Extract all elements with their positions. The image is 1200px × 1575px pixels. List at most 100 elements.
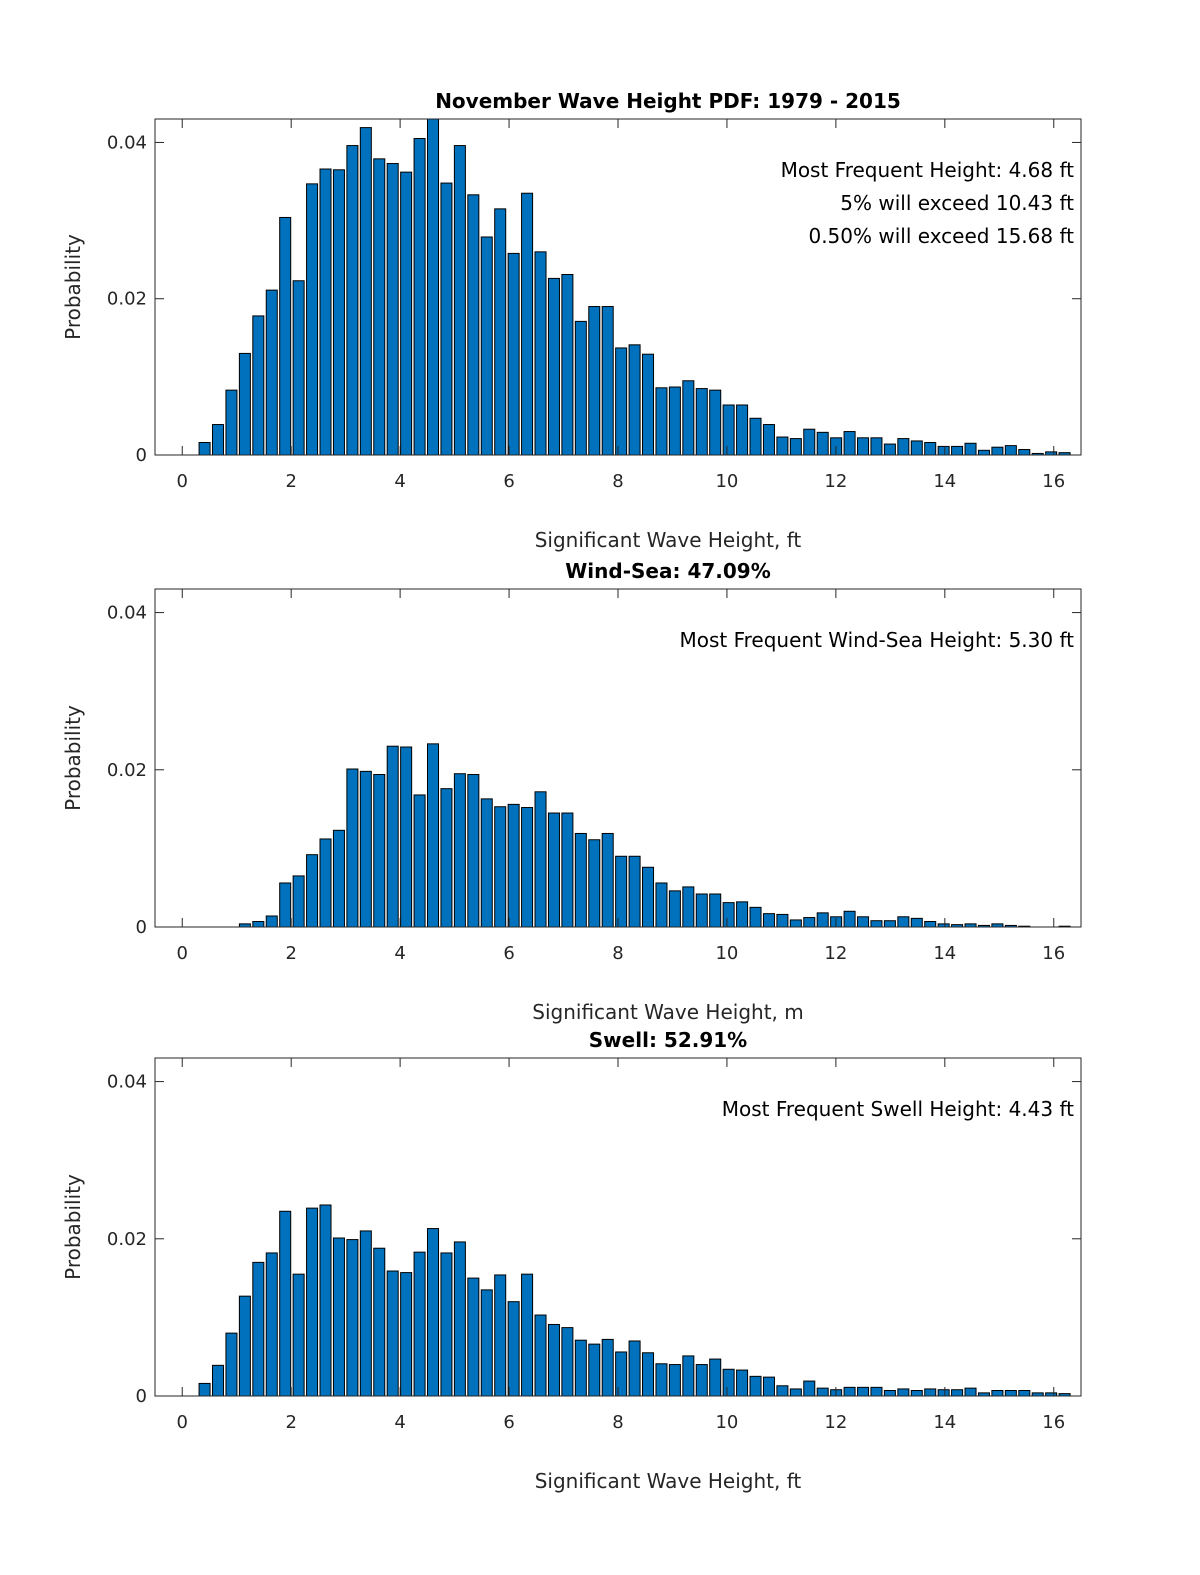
bar [722,404,735,456]
bar [373,774,386,928]
bar [615,855,628,928]
bar [601,1338,614,1397]
bar [897,438,910,456]
bar [642,866,655,928]
bar [883,443,896,456]
y-tick-label: 0.04 [107,132,147,153]
bar [816,1387,829,1397]
bar [292,1273,305,1397]
bar [857,437,870,456]
bar [803,917,816,928]
bar [870,920,883,928]
bar [655,1363,668,1397]
bar [910,440,923,456]
annotation-text: 5% will exceed 10.43 ft [840,191,1074,215]
bar [964,1387,977,1397]
bar [762,424,775,456]
bar [991,446,1004,456]
bar [574,832,587,928]
x-tick-label: 12 [824,1412,847,1433]
x-tick-label: 16 [1042,471,1065,492]
bar [386,745,399,928]
x-tick-label: 14 [933,943,956,964]
bar [682,380,695,456]
x-tick-label: 2 [285,1412,296,1433]
x-tick-label: 4 [394,471,405,492]
bar [400,171,413,456]
bar [762,1376,775,1397]
bar [722,1368,735,1397]
bar [494,1274,507,1397]
bar [883,1390,896,1397]
bar [413,794,426,928]
bar [480,798,493,928]
bar [1004,445,1017,456]
bar [668,386,681,456]
x-tick-label: 6 [503,1412,514,1433]
bar [870,1386,883,1397]
bar [279,882,292,928]
bar [682,1355,695,1397]
bar [225,1332,238,1397]
bar [534,251,547,456]
x-tick-label: 16 [1042,1412,1065,1433]
x-tick-label: 6 [503,943,514,964]
bar [816,912,829,928]
subplot-3: 0 2 4 6 8 10 12 14 16 0 0.02 0.04 Swell: 52.91% Signi… [61,1028,1082,1493]
bar [561,812,574,928]
bar [601,306,614,456]
bar [521,807,534,928]
bar [668,1364,681,1397]
bar [427,118,440,456]
bar [400,1272,413,1397]
bar [306,183,319,456]
bar [655,882,668,928]
bar [238,352,251,456]
y-tick-label: 0.02 [107,760,147,781]
bar [319,168,332,456]
x-tick-label: 14 [933,471,956,492]
bar [1004,1390,1017,1397]
bar [427,743,440,928]
bar [776,913,789,928]
bar [816,431,829,456]
y-tick-label: 0.02 [107,1229,147,1250]
y-axis-label: Probability [61,1174,85,1280]
bar [292,280,305,456]
bar [212,424,225,456]
bar [494,208,507,456]
y-tick-label: 0 [136,1386,147,1407]
bar [736,404,749,456]
bar [359,1230,372,1397]
bar [883,920,896,928]
y-tick-label: 0.04 [107,1072,147,1093]
bar [332,169,345,456]
bar [736,901,749,928]
bar [346,145,359,456]
bar [937,445,950,456]
subplot-1: 0 2 4 6 8 10 12 14 16 0 0.02 0.04 November Wave Heig… [61,89,1082,552]
x-tick-label: 8 [612,943,623,964]
bar [924,1388,937,1397]
bar [521,1273,534,1397]
bar [467,774,480,928]
bar [359,127,372,456]
x-tick-label: 14 [933,1412,956,1433]
x-tick-label: 0 [177,943,188,964]
bar [682,886,695,928]
bar [252,921,265,928]
bar [453,145,466,456]
bar [897,1388,910,1397]
bar [924,442,937,456]
bar [722,902,735,928]
bar [440,182,453,456]
bar [789,438,802,456]
y-tick-label: 0 [136,445,147,466]
bar [803,428,816,456]
annotation-text: 0.50% will exceed 15.68 ft [808,224,1074,248]
bar [977,449,990,456]
x-tick-label: 8 [612,1412,623,1433]
x-tick-label: 10 [715,943,738,964]
bar [803,1380,816,1397]
